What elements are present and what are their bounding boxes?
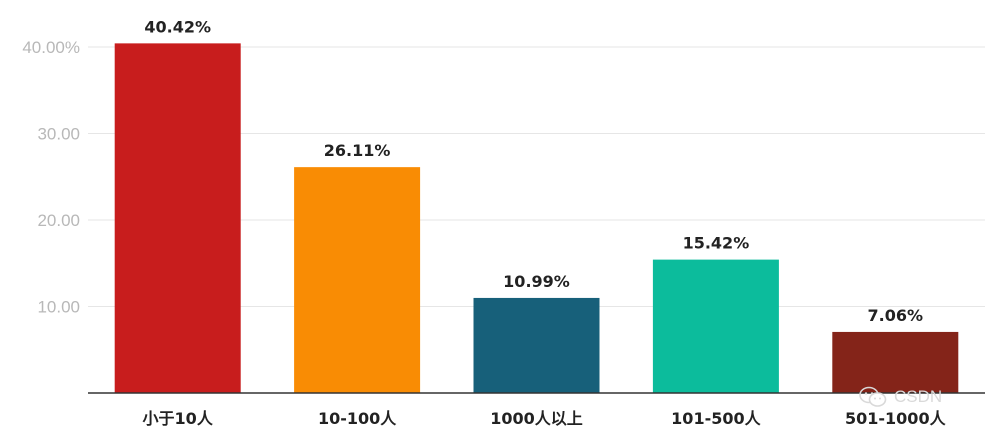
bar — [294, 167, 421, 393]
y-tick-label: 20.00 — [37, 211, 80, 230]
bar — [473, 297, 600, 393]
x-category-label: 小于10人 — [143, 409, 214, 428]
watermark-text: CSDN — [894, 387, 943, 406]
watermark: CSDN — [858, 386, 942, 408]
x-category-label: 501-1000人 — [845, 409, 947, 428]
data-label: 7.06% — [868, 306, 924, 325]
y-tick-label: 10.00 — [37, 298, 80, 317]
data-label: 26.11% — [324, 141, 391, 160]
bar — [832, 331, 959, 393]
x-category-label: 1000人以上 — [490, 409, 583, 428]
wechat-icon — [859, 386, 887, 407]
data-label: 40.42% — [144, 17, 211, 36]
x-category-label: 101-500人 — [671, 409, 761, 428]
data-label: 10.99% — [503, 272, 570, 291]
bar — [652, 259, 779, 393]
y-tick-label: 40.00% — [22, 38, 80, 57]
x-category-label: 10-100人 — [318, 409, 397, 428]
y-tick-label: 30.00 — [37, 125, 80, 144]
bar — [114, 43, 241, 393]
data-label: 15.42% — [683, 234, 750, 253]
